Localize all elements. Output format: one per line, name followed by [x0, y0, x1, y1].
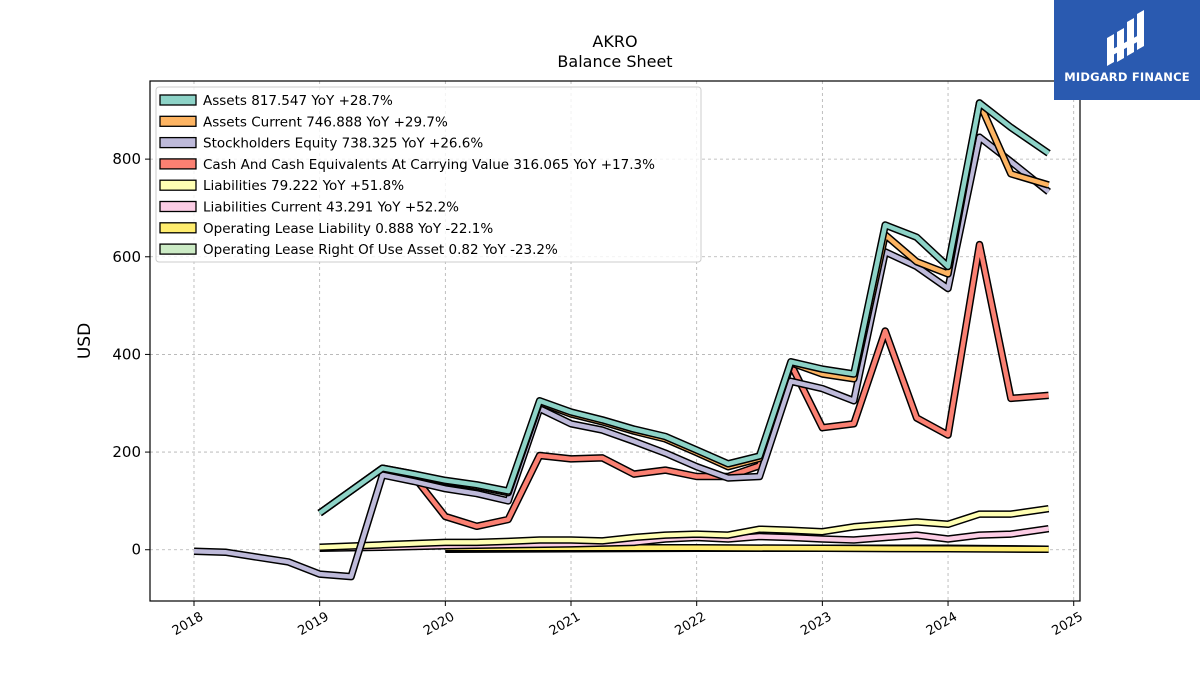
legend-swatch	[159, 179, 197, 191]
x-tick-label: 2024	[924, 609, 960, 639]
legend-swatch	[159, 158, 197, 170]
y-tick-label: 200	[112, 443, 141, 461]
legend-label: Assets Current 746.888 YoY +29.7%	[203, 114, 448, 130]
x-tick-label: 2025	[1050, 609, 1086, 639]
legend-label: Liabilities 79.222 YoY +51.8%	[203, 178, 404, 194]
x-tick-label: 2021	[547, 609, 583, 639]
series-line	[193, 134, 1051, 579]
midgard-finance-logo: MIDGARD FINANCE	[1054, 0, 1200, 100]
y-tick-label: 800	[112, 150, 141, 168]
x-tick-label: 2019	[296, 609, 332, 639]
legend-label: Operating Lease Liability 0.888 YoY -22.…	[203, 221, 493, 237]
series-line	[319, 506, 1049, 550]
x-axis-ticks: 2018 2019 2020 2021 2022 2023 2024 2025	[170, 601, 1086, 639]
legend-label: Stockholders Equity 738.325 YoY +26.6%	[203, 136, 483, 152]
legend-swatch	[159, 115, 197, 127]
y-tick-label: 400	[112, 345, 141, 363]
legend-label: Liabilities Current 43.291 YoY +52.2%	[203, 200, 459, 216]
legend: Assets 817.547 YoY +28.7% Assets Current …	[155, 86, 702, 263]
legend-label: Assets 817.547 YoY +28.7%	[203, 93, 393, 109]
chart-subtitle: Balance Sheet	[557, 52, 672, 71]
legend-swatch	[159, 136, 197, 149]
legend-swatch	[159, 243, 197, 255]
y-axis-ticks: 0 200 400 600 800	[112, 150, 150, 559]
x-tick-label: 2020	[421, 609, 457, 639]
x-tick-label: 2018	[170, 609, 206, 639]
logo-mark-icon	[1107, 10, 1144, 66]
series-lines	[193, 99, 1051, 581]
legend-label: Cash And Cash Equivalents At Carrying Va…	[203, 157, 655, 173]
series-line	[318, 242, 1049, 529]
series-line	[318, 100, 1050, 515]
brand-name: MIDGARD FINANCE	[1064, 70, 1190, 84]
chart-title: AKRO	[592, 32, 637, 51]
plot-frame	[149, 80, 1081, 602]
legend-box	[155, 86, 702, 263]
y-tick-label: 0	[131, 541, 141, 559]
x-tick-label: 2023	[798, 609, 834, 639]
x-tick-label: 2022	[673, 609, 709, 639]
legend-label: Operating Lease Right Of Use Asset 0.82 …	[203, 242, 558, 258]
legend-swatch	[159, 222, 197, 234]
legend-swatch	[159, 94, 197, 106]
y-axis-label: USD	[75, 323, 95, 359]
y-tick-label: 600	[112, 248, 141, 266]
legend-swatch	[159, 200, 197, 213]
